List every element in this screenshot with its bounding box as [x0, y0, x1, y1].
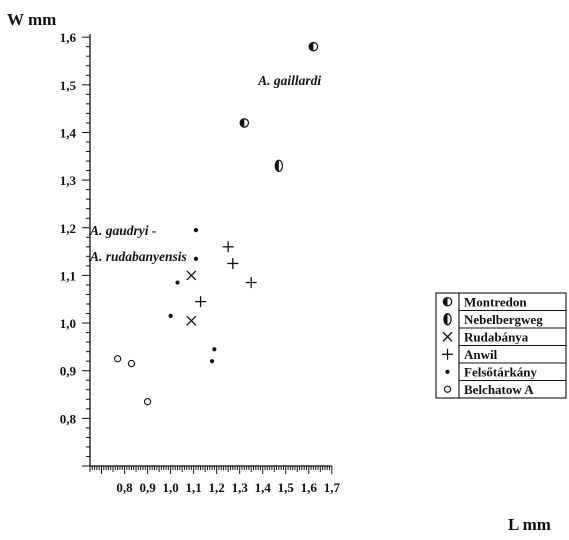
marker-dot — [193, 256, 199, 261]
x-tick-label: 0,8 — [116, 480, 133, 495]
marker-outline — [443, 385, 452, 393]
data-point — [143, 398, 152, 406]
data-point — [186, 315, 197, 326]
data-point — [274, 159, 284, 173]
series-montredon — [239, 41, 319, 128]
series-rudab-nya — [186, 270, 197, 326]
data-point — [175, 280, 180, 285]
marker-fill — [275, 160, 279, 172]
data-point — [245, 277, 257, 289]
series-belchatow-a — [113, 355, 152, 406]
series-nebelbergweg — [274, 159, 284, 173]
legend-marker — [443, 313, 452, 326]
annotation-label: A. gaudryi - — [89, 223, 157, 238]
data-point — [113, 355, 122, 363]
legend-label: Anwil — [464, 347, 498, 362]
x-tick-label: 1,7 — [324, 480, 341, 495]
data-point — [168, 313, 173, 319]
marker-fill — [309, 42, 314, 51]
data-point — [308, 41, 319, 52]
marker-fill — [240, 118, 245, 128]
ticks: 0,8 0,9 1,0 1,1 1,2 1,3 1,4 1,5 1,6 1,7 0,8 0,9 1,0 1… — [60, 30, 341, 495]
legend: Montredon Nebelbergweg Rudabánya Anwil Felső… — [435, 292, 567, 399]
data-point — [127, 359, 136, 368]
x-tick-label: 1,6 — [301, 480, 318, 495]
data-point — [222, 241, 234, 253]
legend-label: Nebelbergweg — [464, 312, 543, 327]
x-tick-label: 1,3 — [232, 480, 249, 495]
y-axis-title: W mm — [7, 10, 56, 29]
y-tick-label: 1,5 — [60, 78, 77, 93]
x-tick-label: 1,5 — [278, 480, 295, 495]
data-point — [209, 359, 215, 364]
legend-label: Rudabánya — [464, 329, 529, 344]
y-tick-label: 0,8 — [60, 411, 77, 426]
y-tick-label: 1,1 — [60, 268, 76, 283]
x-tick-label: 1,0 — [162, 480, 178, 495]
y-tick-label: 1,0 — [60, 316, 76, 331]
annotation-label: A. rudabanyensis — [89, 249, 187, 264]
series-anwil — [195, 241, 257, 308]
marker-dot — [168, 313, 173, 319]
data-point — [186, 270, 197, 281]
x-axis-title: L mm — [508, 515, 551, 534]
legend-label: Montredon — [464, 294, 527, 309]
marker-outline — [113, 355, 122, 363]
legend-marker — [442, 296, 453, 307]
legend-marker — [442, 331, 453, 342]
y-tick-label: 0,9 — [60, 364, 77, 379]
legend-marker — [443, 385, 452, 393]
marker-dot — [209, 359, 215, 364]
marker-fill — [443, 313, 448, 325]
marker-outline — [127, 359, 136, 368]
data-point — [239, 118, 250, 128]
y-tick-label: 1,6 — [60, 30, 77, 45]
data-point — [193, 256, 199, 261]
marker-outline — [143, 398, 152, 406]
marker-stroke — [186, 270, 197, 281]
annotation-label: A. gaillardi — [257, 73, 321, 88]
data-point — [195, 296, 207, 308]
marker-stroke — [186, 315, 197, 326]
data-points — [113, 41, 319, 406]
x-tick-label: 1,2 — [209, 480, 225, 495]
legend-marker — [445, 369, 450, 374]
y-tick-label: 1,3 — [60, 173, 77, 188]
y-tick-label: 1,2 — [60, 221, 76, 236]
x-tick-label: 1,4 — [255, 480, 272, 495]
data-point — [227, 257, 239, 269]
annotations: A. gaillardi A. gaudryi - A. rudabanyensis — [89, 73, 321, 264]
x-tick-label: 0,9 — [139, 480, 156, 495]
x-tick-label: 1,1 — [186, 480, 202, 495]
marker-dot — [193, 228, 199, 233]
legend-marker — [442, 348, 453, 360]
marker-dot — [175, 280, 180, 285]
legend-label: Felsőtárkány — [464, 364, 537, 379]
data-point — [212, 347, 217, 352]
axes — [89, 34, 332, 467]
marker-fill — [443, 297, 448, 306]
y-tick-label: 1,4 — [60, 125, 77, 140]
marker-stroke — [442, 331, 453, 342]
marker-dot — [212, 347, 217, 352]
series-fels-t-rk-ny — [168, 228, 217, 364]
marker-dot — [445, 369, 450, 374]
data-point — [193, 228, 199, 233]
legend-label: Belchatow A — [464, 382, 534, 397]
